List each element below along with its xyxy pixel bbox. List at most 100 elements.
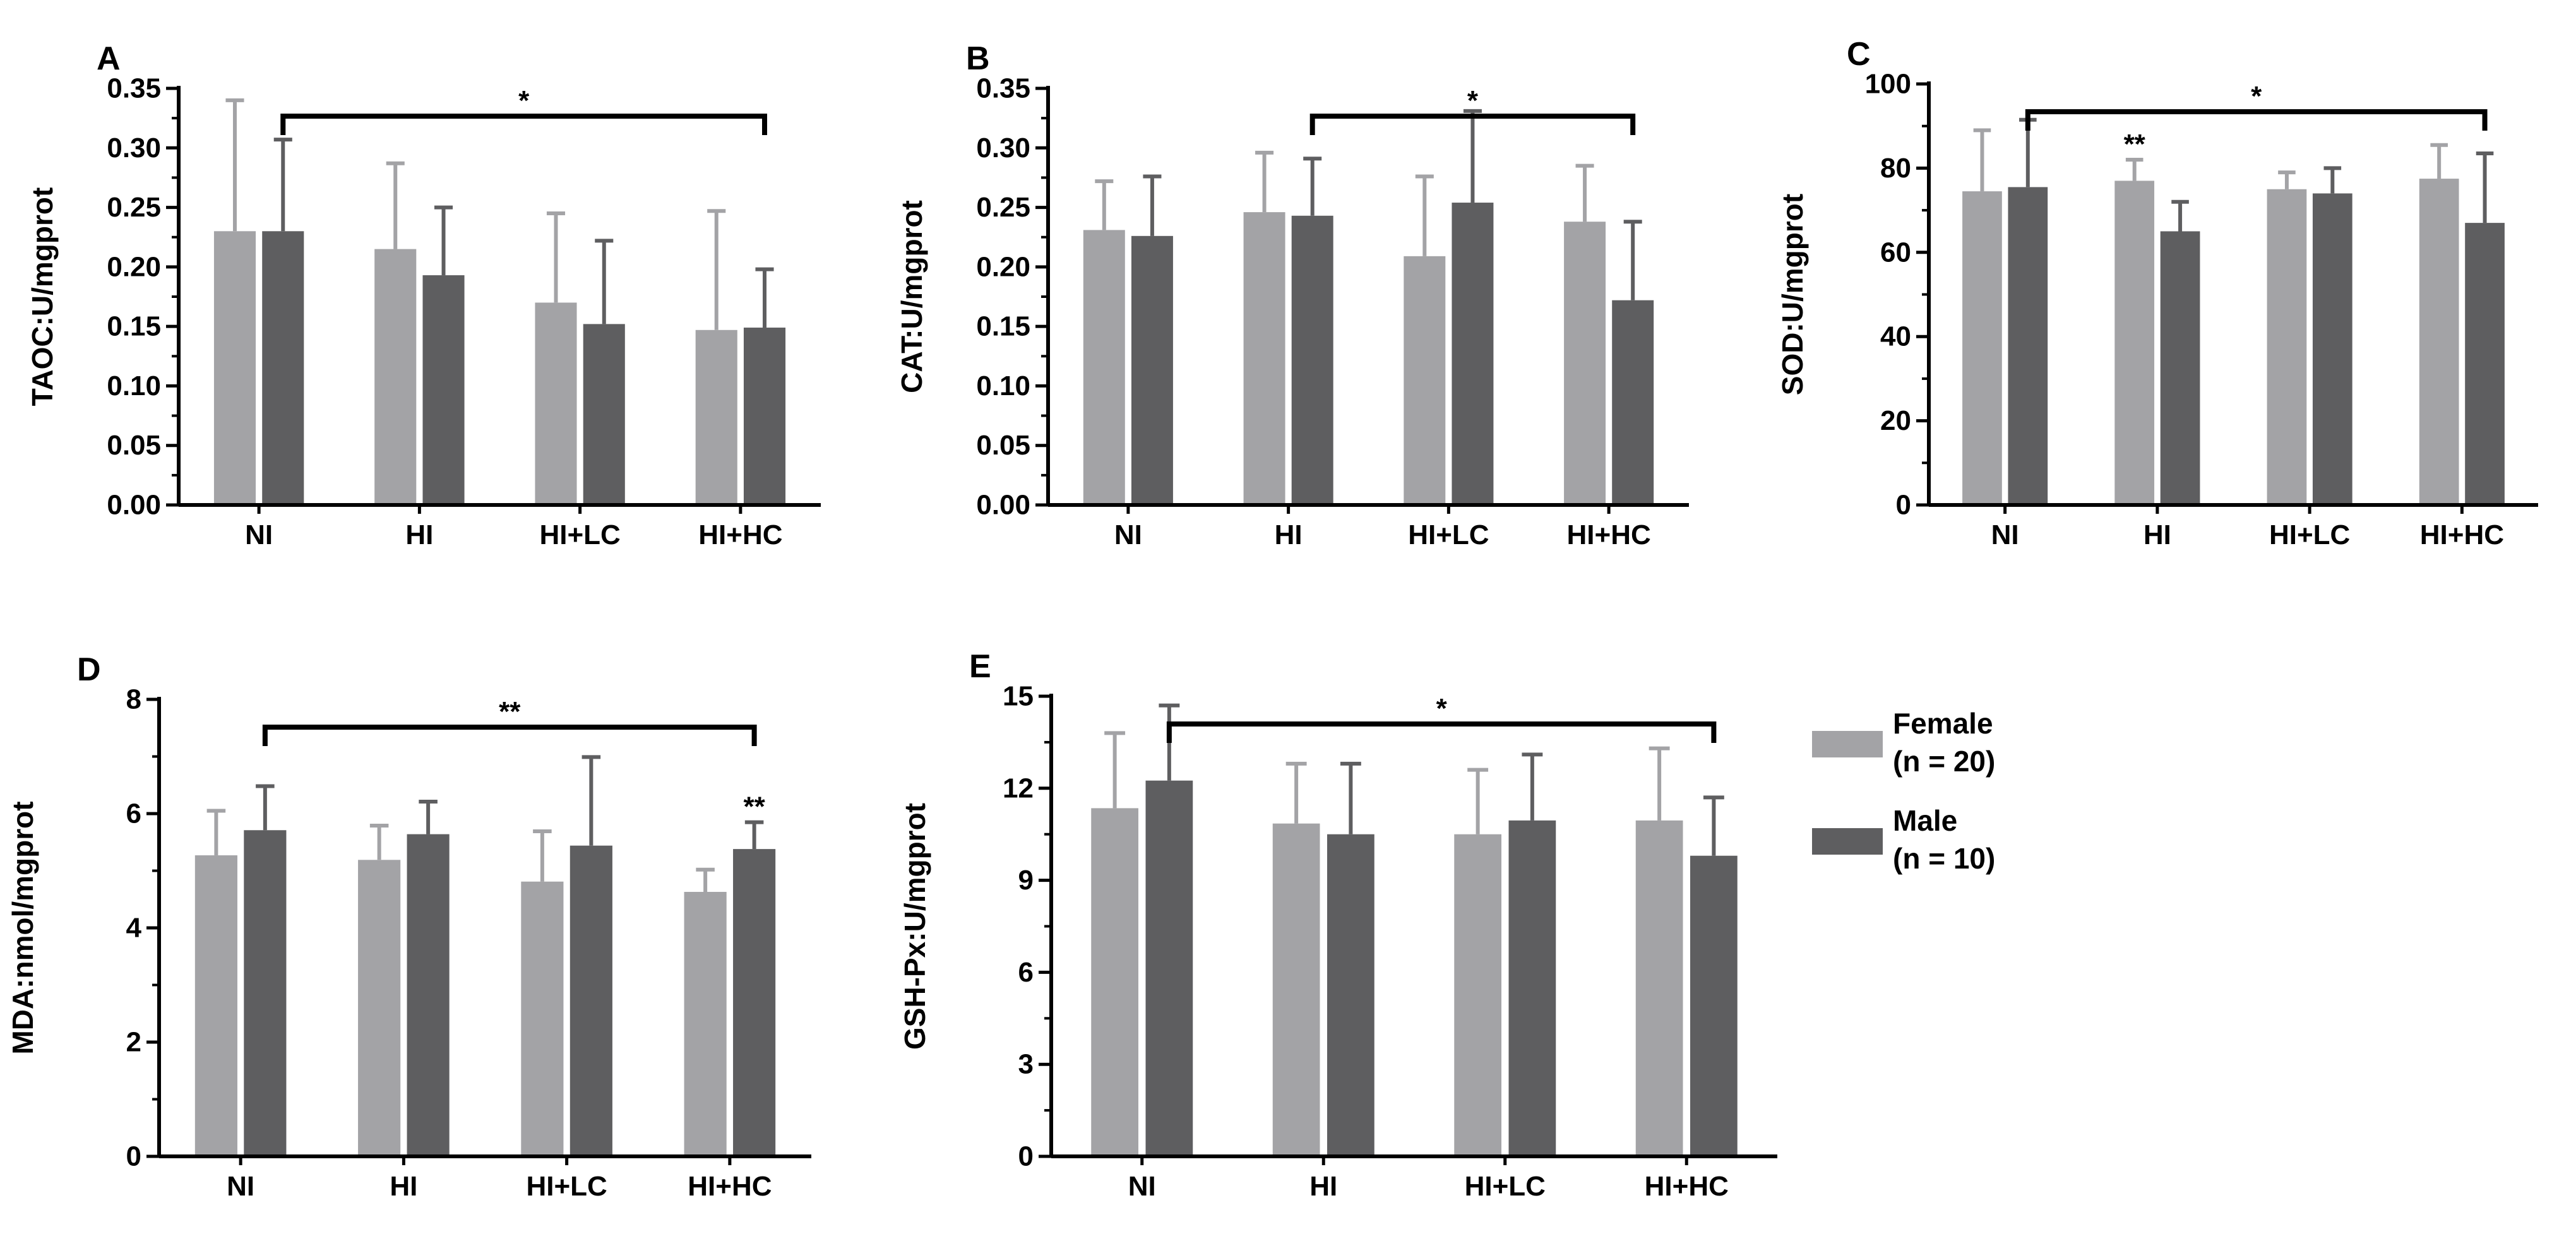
- panel-b-errorbar-hi-lc-female: [1415, 174, 1434, 256]
- panel-a-x-label-hi-lc: HI+LC: [539, 519, 620, 550]
- panel-e-bar-hi-male: [1327, 834, 1374, 1156]
- panel-b-bar-hi-lc-male: [1452, 203, 1494, 505]
- panel-b-bar-hi-male: [1291, 215, 1333, 505]
- panel-e-chart: 0 3 6 9 12 15 NI HI HI+LC HI+HC GSH-Px:U/mgprot E *: [898, 648, 1777, 1202]
- panel-c-label: C: [1847, 36, 1871, 73]
- panel-a-x-label-hi-hc: HI+HC: [698, 519, 782, 550]
- panel-a-bar-hi-lc-male: [583, 324, 625, 505]
- legend-swatch-female: [1812, 731, 1883, 757]
- panel-b-errorbar-hi-lc-male: [1463, 109, 1482, 203]
- panel-a-bar-hi-hc-female: [695, 329, 737, 505]
- panel-a-errorbar-ni-male: [273, 138, 292, 232]
- panel-c-bar-ni-female: [1962, 191, 2002, 505]
- panel-c-errorbar-hi-female: [2125, 158, 2144, 181]
- panel-a-chart: 0.00 0.05 0.10 0.15 0.20 0.25 0.30 0.35 NI HI HI+L…: [26, 40, 821, 550]
- bracket-line: [280, 114, 768, 135]
- panel-e-x-label-hi-hc: HI+HC: [1645, 1171, 1729, 1202]
- chart-legend: Female (n = 20) Male (n = 10): [1812, 707, 1995, 875]
- panel-c-significance-marker: **: [2124, 129, 2146, 160]
- panel-d-y-tick-label: 4: [126, 913, 142, 944]
- panel-d-chart: 0 2 4 6 8 NI HI HI+LC HI+HC MDA:nmol/mgprot D ** **: [6, 651, 811, 1202]
- panel-d-x-label-hi-lc: HI+LC: [526, 1171, 607, 1202]
- panel-b-y-tick-label: 0.20: [976, 251, 1030, 282]
- panel-c-chart: 0 20 40 60 80 100 NI HI HI+LC HI+HC SOD:U/mgprot C *…: [1776, 36, 2538, 550]
- panel-e-x-label-ni: NI: [1128, 1171, 1156, 1202]
- panel-d-significance-bracket: **: [262, 696, 757, 746]
- panel-b-x-label-hi-lc: HI+LC: [1408, 519, 1489, 550]
- panel-a-y-tick-label: 0.05: [107, 430, 161, 461]
- bracket-label: *: [2251, 81, 2262, 112]
- panel-d-x-label-hi-hc: HI+HC: [688, 1171, 772, 1202]
- panel-a-label: A: [97, 40, 121, 77]
- panel-a-errorbar-hi-lc-male: [595, 239, 614, 324]
- panel-c-errorbar-ni-female: [1973, 128, 1991, 192]
- panel-b-y-tick-label: 0.35: [976, 73, 1030, 104]
- panel-a-bar-hi-hc-male: [743, 328, 786, 505]
- panel-a-y-tick-label: 0.35: [107, 73, 161, 104]
- panel-e-y-tick-label: 3: [1018, 1049, 1034, 1080]
- panel-a-bar-hi-male: [422, 275, 465, 505]
- panel-b-y-tick-label: 0.00: [976, 490, 1030, 521]
- panel-b-x-label-ni: NI: [1114, 519, 1142, 550]
- panel-e-errorbar-hi-hc-female: [1649, 746, 1670, 821]
- panel-a-y-axis-title: TAOC:U/mgprot: [26, 187, 59, 406]
- panel-b-bar-hi-lc-female: [1404, 256, 1446, 505]
- panel-b-y-tick-label: 0.05: [976, 430, 1030, 461]
- panel-e-y-tick-label: 9: [1018, 865, 1034, 896]
- panel-e-bar-hi-lc-male: [1508, 820, 1556, 1156]
- panel-b-x-label-hi: HI: [1275, 519, 1303, 550]
- panel-c-errorbar-hi-hc-male: [2476, 151, 2494, 223]
- bracket-line: [1166, 721, 1717, 743]
- panel-e-errorbar-hi-lc-male: [1522, 752, 1543, 821]
- panel-d-errorbar-hi-lc-male: [581, 755, 601, 846]
- panel-e-bar-hi-hc-male: [1690, 855, 1738, 1156]
- panel-c-x-label-hi: HI: [2144, 519, 2171, 550]
- panel-c-errorbar-hi-lc-female: [2278, 170, 2296, 189]
- panel-a-bar-ni-female: [213, 231, 256, 505]
- panel-c-x-label-hi-hc: HI+HC: [2420, 519, 2504, 550]
- panel-e-bar-ni-female: [1091, 808, 1138, 1156]
- panel-d-errorbar-ni-female: [206, 809, 226, 856]
- panel-b-y-tick-label: 0.30: [976, 133, 1030, 163]
- panel-c-y-tick-label: 100: [1865, 69, 1911, 100]
- panel-e-bar-hi-female: [1272, 823, 1320, 1156]
- panel-c-errorbar-hi-male: [2171, 199, 2189, 232]
- panel-d-errorbar-hi-female: [369, 824, 389, 860]
- panel-a-y-tick-label: 0.30: [107, 133, 161, 163]
- bracket-label: *: [518, 85, 530, 116]
- panel-e-y-tick-label: 0: [1018, 1141, 1034, 1172]
- panel-d-y-tick-label: 0: [126, 1141, 141, 1172]
- panel-c-y-tick-label: 80: [1880, 153, 1911, 184]
- panel-e-label: E: [969, 648, 991, 685]
- panel-c-errorbar-hi-lc-male: [2323, 166, 2342, 194]
- panel-a-y-tick-label: 0.20: [107, 251, 161, 282]
- panel-c-errorbar-hi-hc-female: [2430, 143, 2448, 179]
- panel-a-bar-ni-male: [262, 231, 304, 505]
- panel-a-y-tick-label: 0.00: [107, 490, 161, 521]
- panel-e-errorbar-hi-lc-female: [1467, 768, 1489, 834]
- panel-b-y-tick-label: 0.15: [976, 311, 1030, 342]
- panel-b-errorbar-ni-male: [1143, 174, 1162, 236]
- panel-a-significance-bracket: *: [280, 85, 768, 135]
- panel-a-bar-hi-lc-female: [535, 302, 577, 505]
- panel-d-bar-hi-female: [358, 860, 401, 1156]
- panel-b-y-axis-title: CAT:U/mgprot: [895, 200, 928, 393]
- panel-e-bar-hi-hc-female: [1635, 820, 1683, 1156]
- panel-a-errorbar-hi-lc-female: [546, 211, 566, 303]
- legend-sublabel-male: (n = 10): [1893, 842, 1995, 875]
- panel-a-errorbar-hi-hc-male: [755, 267, 774, 328]
- panel-e-errorbar-ni-female: [1104, 731, 1126, 809]
- panel-b-bar-hi-female: [1243, 212, 1285, 505]
- panel-c-significance-bracket: *: [2025, 81, 2488, 131]
- panel-b-errorbar-ni-female: [1095, 179, 1114, 230]
- panel-c-y-axis-title: SOD:U/mgprot: [1776, 194, 1809, 395]
- panel-b-bar-ni-male: [1131, 235, 1173, 505]
- panel-b-y-tick-label: 0.25: [976, 192, 1030, 223]
- panel-a-errorbar-hi-female: [386, 161, 405, 249]
- panel-e-y-tick-label: 12: [1003, 773, 1034, 804]
- panel-c-y-tick-label: 40: [1880, 321, 1911, 352]
- panel-e-y-tick-label: 15: [1003, 681, 1034, 712]
- panel-b-y-tick-label: 0.10: [976, 371, 1030, 401]
- panel-e-y-axis-title: GSH-Px:U/mgprot: [898, 803, 931, 1050]
